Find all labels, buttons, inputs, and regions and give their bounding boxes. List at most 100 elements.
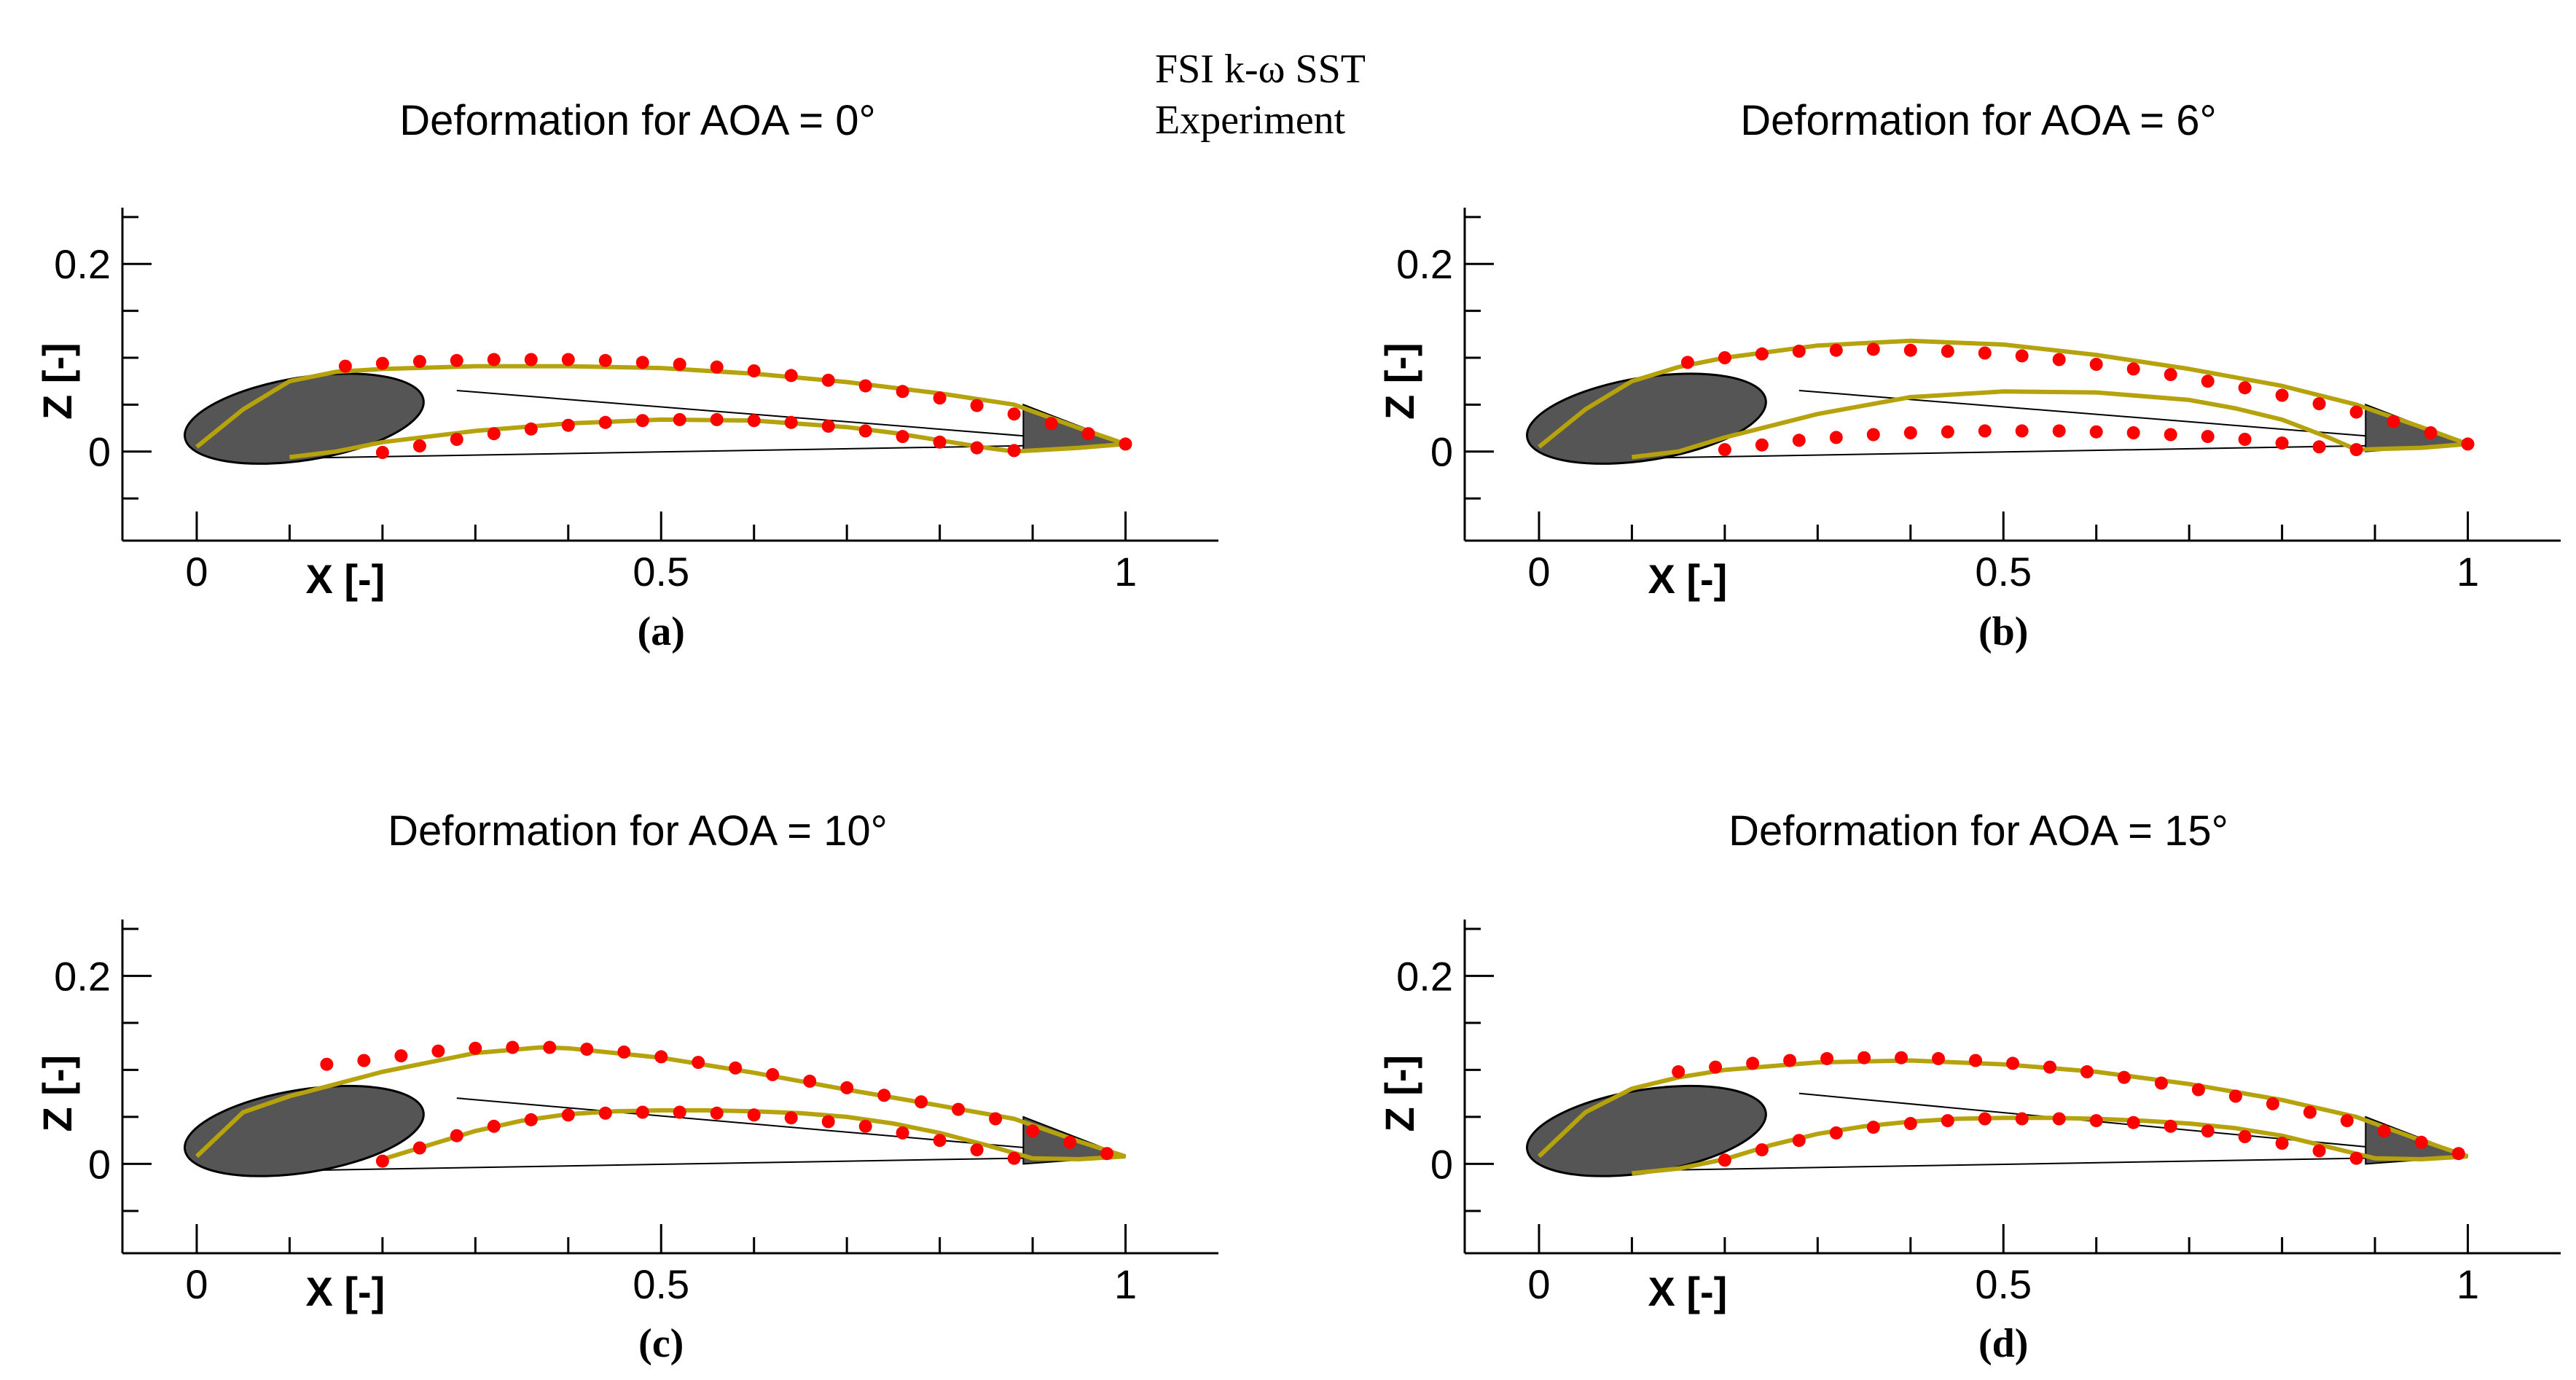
experiment-point bbox=[2238, 433, 2252, 446]
experiment-point bbox=[2201, 1124, 2215, 1138]
experiment-point bbox=[1941, 1114, 1954, 1128]
experiment-point bbox=[561, 418, 575, 432]
experiment-point bbox=[1063, 1135, 1077, 1149]
experiment-point bbox=[1709, 1060, 1723, 1074]
fsi-line-upper bbox=[195, 364, 1127, 449]
experiment-point bbox=[821, 1115, 835, 1129]
experiment-point bbox=[729, 1061, 743, 1075]
experiment-point bbox=[840, 1081, 854, 1094]
experiment-point bbox=[803, 1074, 817, 1088]
experiment-point bbox=[450, 433, 463, 446]
experiment-point bbox=[1718, 443, 1731, 457]
experiment-point bbox=[970, 1143, 984, 1157]
experiment-point bbox=[338, 359, 352, 373]
undeformed-upper-line bbox=[456, 1097, 1126, 1158]
experiment-point bbox=[1100, 1147, 1114, 1161]
experiment-point bbox=[2126, 362, 2140, 376]
experiment-point bbox=[1857, 1051, 1871, 1065]
experiment-point bbox=[2089, 1114, 2103, 1128]
x-tick-label: 1 bbox=[1114, 1261, 1137, 1307]
experiment-point bbox=[598, 1106, 612, 1120]
experiment-point bbox=[635, 414, 649, 428]
experiment-point bbox=[2089, 358, 2103, 371]
x-tick-label: 1 bbox=[1114, 549, 1137, 595]
experiment-point bbox=[2451, 1147, 2465, 1161]
experiment-point bbox=[2164, 368, 2177, 382]
experiment-point bbox=[2089, 425, 2103, 439]
experiment-point bbox=[2303, 1105, 2317, 1119]
experiment-point bbox=[2238, 1130, 2252, 1143]
panel-caption: (a) bbox=[638, 609, 685, 654]
experiment-point bbox=[1792, 1134, 1806, 1148]
experiment-point bbox=[320, 1057, 334, 1071]
panel-title: Deformation for AOA = 6° bbox=[1740, 97, 2216, 144]
experiment-point bbox=[1755, 347, 1769, 361]
experiment-point bbox=[2191, 1083, 2205, 1097]
experiment-point bbox=[654, 1050, 668, 1064]
experiment-point bbox=[2349, 443, 2363, 457]
experiment-point bbox=[543, 1040, 557, 1054]
experiment-point bbox=[1866, 428, 1880, 442]
experiment-point bbox=[2349, 405, 2363, 419]
experiment-point bbox=[2052, 424, 2066, 438]
y-tick-label: 0.2 bbox=[54, 241, 111, 287]
experiment-point bbox=[1895, 1051, 1908, 1065]
experiment-point bbox=[1978, 1112, 1992, 1126]
experiment-point bbox=[1941, 425, 1954, 439]
experiment-point bbox=[2349, 1151, 2363, 1165]
experiment-point bbox=[2126, 1116, 2140, 1129]
experiment-point bbox=[747, 1108, 761, 1122]
experiment-point bbox=[1718, 351, 1731, 364]
experiment-point bbox=[1903, 426, 1917, 439]
experiment-point bbox=[1755, 438, 1769, 452]
experiment-point bbox=[450, 353, 463, 367]
experiment-point bbox=[2377, 1124, 2391, 1138]
experiment-point bbox=[375, 1154, 389, 1168]
legend-entry-experiment: Experiment bbox=[1155, 98, 1346, 143]
experiment-point bbox=[989, 1112, 1003, 1126]
experiment-point bbox=[1792, 345, 1806, 358]
y-tick-label: 0.2 bbox=[1396, 241, 1453, 287]
experiment-point bbox=[561, 353, 575, 366]
experiment-point bbox=[747, 364, 761, 377]
y-tick-label: 0.2 bbox=[1396, 953, 1453, 999]
experiment-point bbox=[2387, 415, 2400, 428]
experiment-point bbox=[2043, 1060, 2056, 1074]
y-axis-label: Z [-] bbox=[34, 1055, 80, 1132]
experiment-point bbox=[1081, 427, 1095, 441]
undeformed-lower-line bbox=[1585, 443, 2468, 460]
experiment-point bbox=[896, 385, 909, 399]
panel-a: Deformation for AOA = 0° 0 0.2 0 0.5 1 X [-] Z … bbox=[34, 97, 1218, 654]
experiment-point bbox=[692, 1056, 705, 1070]
experiment-point bbox=[375, 356, 389, 370]
x-tick-label: 0.5 bbox=[633, 549, 689, 595]
x-tick-label: 0 bbox=[185, 549, 208, 595]
experiment-point bbox=[2201, 375, 2215, 388]
experiment-point bbox=[2461, 437, 2475, 451]
experiment-point bbox=[2201, 430, 2215, 444]
experiment-point bbox=[1672, 1065, 1686, 1078]
experiment-point bbox=[1680, 356, 1694, 369]
experiment-point bbox=[710, 1106, 724, 1120]
experiment-point bbox=[357, 1054, 371, 1067]
experiment-point bbox=[784, 1111, 798, 1125]
experiment-point bbox=[598, 415, 612, 429]
experiment-point bbox=[952, 1102, 966, 1116]
experiment-point bbox=[1044, 417, 1058, 431]
experiment-point bbox=[1755, 1143, 1769, 1157]
experiment-point bbox=[598, 353, 612, 367]
x-tick-label: 0 bbox=[1527, 549, 1550, 595]
x-tick-label: 0.5 bbox=[1975, 549, 2032, 595]
legend: FSI k-ω SST Experiment bbox=[1155, 47, 1366, 143]
y-tick-label: 0 bbox=[88, 429, 111, 475]
experiment-point bbox=[2275, 436, 2289, 450]
experiment-point bbox=[896, 430, 909, 444]
experiment-point bbox=[1941, 345, 1954, 358]
experiment-point bbox=[2312, 440, 2326, 454]
panel-title: Deformation for AOA = 15° bbox=[1729, 807, 2228, 855]
experiment-point bbox=[970, 399, 984, 412]
experiment-point bbox=[487, 427, 501, 441]
experiment-point bbox=[747, 414, 761, 428]
experiment-point bbox=[1978, 346, 1992, 360]
y-axis-label: Z [-] bbox=[1377, 342, 1422, 420]
